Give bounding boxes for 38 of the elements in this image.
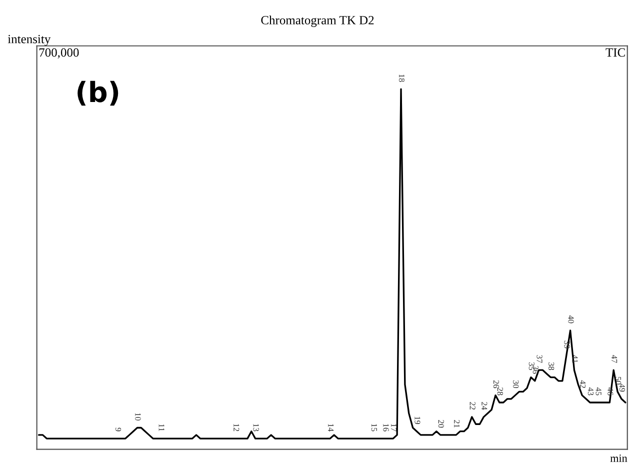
x-tick-label: 24 <box>482 402 488 410</box>
chart-title: Chromatogram TK D2 <box>261 16 374 27</box>
x-tick-label: 12 <box>234 424 240 432</box>
x-tick-label: 41 <box>572 354 578 363</box>
x-tick-label: 36 <box>532 366 538 374</box>
x-tick-label: 30 <box>513 380 519 388</box>
x-tick-label: 11 <box>158 424 164 432</box>
x-tick-label: 10 <box>135 413 141 420</box>
x-tick-label: 22 <box>470 402 476 410</box>
x-tick-label: 28 <box>497 388 503 396</box>
x-tick-label: 16 <box>383 424 389 432</box>
x-tick-label: 17 <box>391 424 397 432</box>
x-tick-label: 35 <box>528 362 534 370</box>
x-axis-title: min <box>610 454 628 462</box>
x-tick-label: 15 <box>371 424 377 432</box>
x-tick-label: 43 <box>588 387 594 396</box>
x-tick-label: 39 <box>564 340 570 348</box>
text: 700,000 <box>39 48 79 58</box>
x-tick-label: 19 <box>414 416 420 424</box>
x-tick-label: 49 <box>619 384 625 392</box>
x-tick-label: 50 <box>615 376 622 384</box>
annotation: (b) <box>78 80 118 106</box>
x-tick-label: 20 <box>438 420 444 428</box>
x-tick-label: 42 <box>580 380 586 388</box>
x-tick-label: 46 <box>608 387 614 396</box>
x-tick-label: 18 <box>398 74 405 82</box>
text: TIC <box>606 48 625 57</box>
x-tick-label: 45 <box>596 387 602 396</box>
x-tick-label: 38 <box>548 362 554 370</box>
x-tick-label: 37 <box>536 355 542 363</box>
x-tick-label: 21 <box>454 420 460 428</box>
x-tick-label: 26 <box>493 380 500 388</box>
y-axis-title: intensity <box>8 34 51 46</box>
x-tick-label: 47 <box>612 354 618 363</box>
x-tick-label: 9 <box>115 428 122 432</box>
x-tick-label: 14 <box>328 424 334 432</box>
x-tick-label: 40 <box>568 315 574 324</box>
x-tick-label: 13 <box>253 424 259 432</box>
